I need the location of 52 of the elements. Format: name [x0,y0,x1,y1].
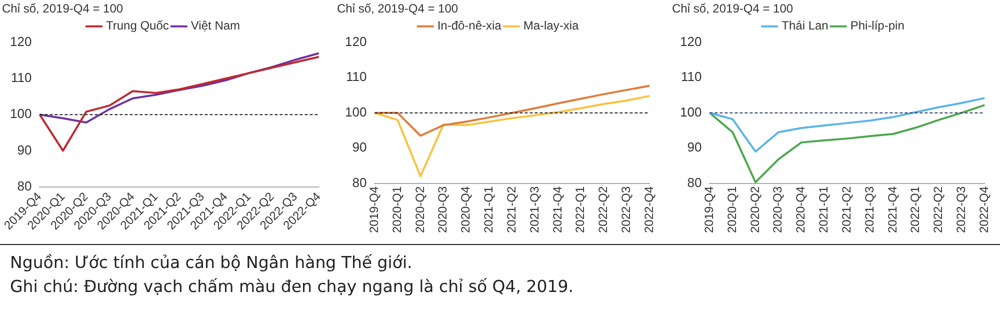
x-tick-label: 2019-Q4 [367,186,381,234]
y-tick-label: 120 [10,34,32,49]
x-tick-label: 2022-Q2 [931,186,946,234]
legend-label: Trung Quốc [106,18,169,33]
x-tick-label: 2022-Q2 [596,186,610,234]
x-tick-label: 2020-Q2 [748,186,762,234]
legend-label: Ma-lay-xia [523,18,580,33]
y-axis-title: Chỉ số, 2019-Q4 = 100 [672,2,794,16]
y-tick-label: 90 [687,140,702,155]
y-axis-title: Chỉ số, 2019-Q4 = 100 [337,2,458,16]
x-tick-label: 2021-Q1 [482,186,496,234]
x-tick-label: 2020-Q2 [412,186,427,234]
y-axis-title: Chỉ số, 2019-Q4 = 100 [2,2,124,16]
x-tick-label: 2022-Q4 [976,186,991,234]
text: Ghi chú: Đường vạch chấm màu đen chạy ngang là chỉ số Q4, 2019. [9,276,575,298]
x-tick-label: 2022-Q1 [908,186,922,234]
y-tick-label: 120 [344,34,367,49]
y-tick-label: 80 [17,178,32,194]
x-tick-label: 2022-Q4 [642,186,656,234]
x-tick-label: 2020-Q1 [390,186,404,234]
x-tick-label: 2020-Q1 [724,186,739,234]
x-tick-label: 2020-Q3 [770,186,785,234]
y-tick-label: 90 [352,140,367,155]
x-tick-label: 2022-Q3 [954,186,968,234]
y-tick-label: 100 [10,106,32,122]
x-tick-label: 2022-Q3 [619,186,634,234]
legend-label: In-đô-nê-xia [437,18,502,33]
x-tick-label: 2021-Q3 [527,186,542,234]
x-tick-label: 2020-Q4 [794,186,808,234]
y-tick-label: 110 [10,70,32,86]
y-tick-label: 110 [680,69,702,84]
legend-label: Phi-líp-pin [850,18,904,33]
y-tick-label: 80 [687,174,702,190]
x-tick-label: 2020-Q4 [458,186,473,234]
y-tick-label: 110 [346,69,367,84]
x-tick-label: 2021-Q2 [504,186,518,234]
x-tick-label: 2019-Q4 [702,186,716,234]
x-tick-label: 2021-Q3 [862,186,876,234]
x-tick-label: 2020-Q3 [436,186,450,234]
x-tick-label: 2021-Q1 [816,186,831,234]
x-tick-label: 2021-Q4 [885,186,900,234]
legend-label: Thái Lan [782,18,828,33]
x-tick-label: 2021-Q4 [550,186,564,234]
x-tick-label: 2021-Q2 [839,186,854,234]
y-tick-label: 100 [344,104,367,120]
text: Nguồn: Ước tính của cán bộ Ngân hàng Thế giới. [9,252,414,274]
legend-label: Việt Nam [190,18,240,33]
y-tick-label: 80 [352,174,367,190]
y-tick-label: 100 [680,104,702,120]
y-tick-label: 90 [17,142,32,158]
x-tick-label: 2022-Q1 [573,186,588,234]
y-tick-label: 120 [680,34,702,49]
